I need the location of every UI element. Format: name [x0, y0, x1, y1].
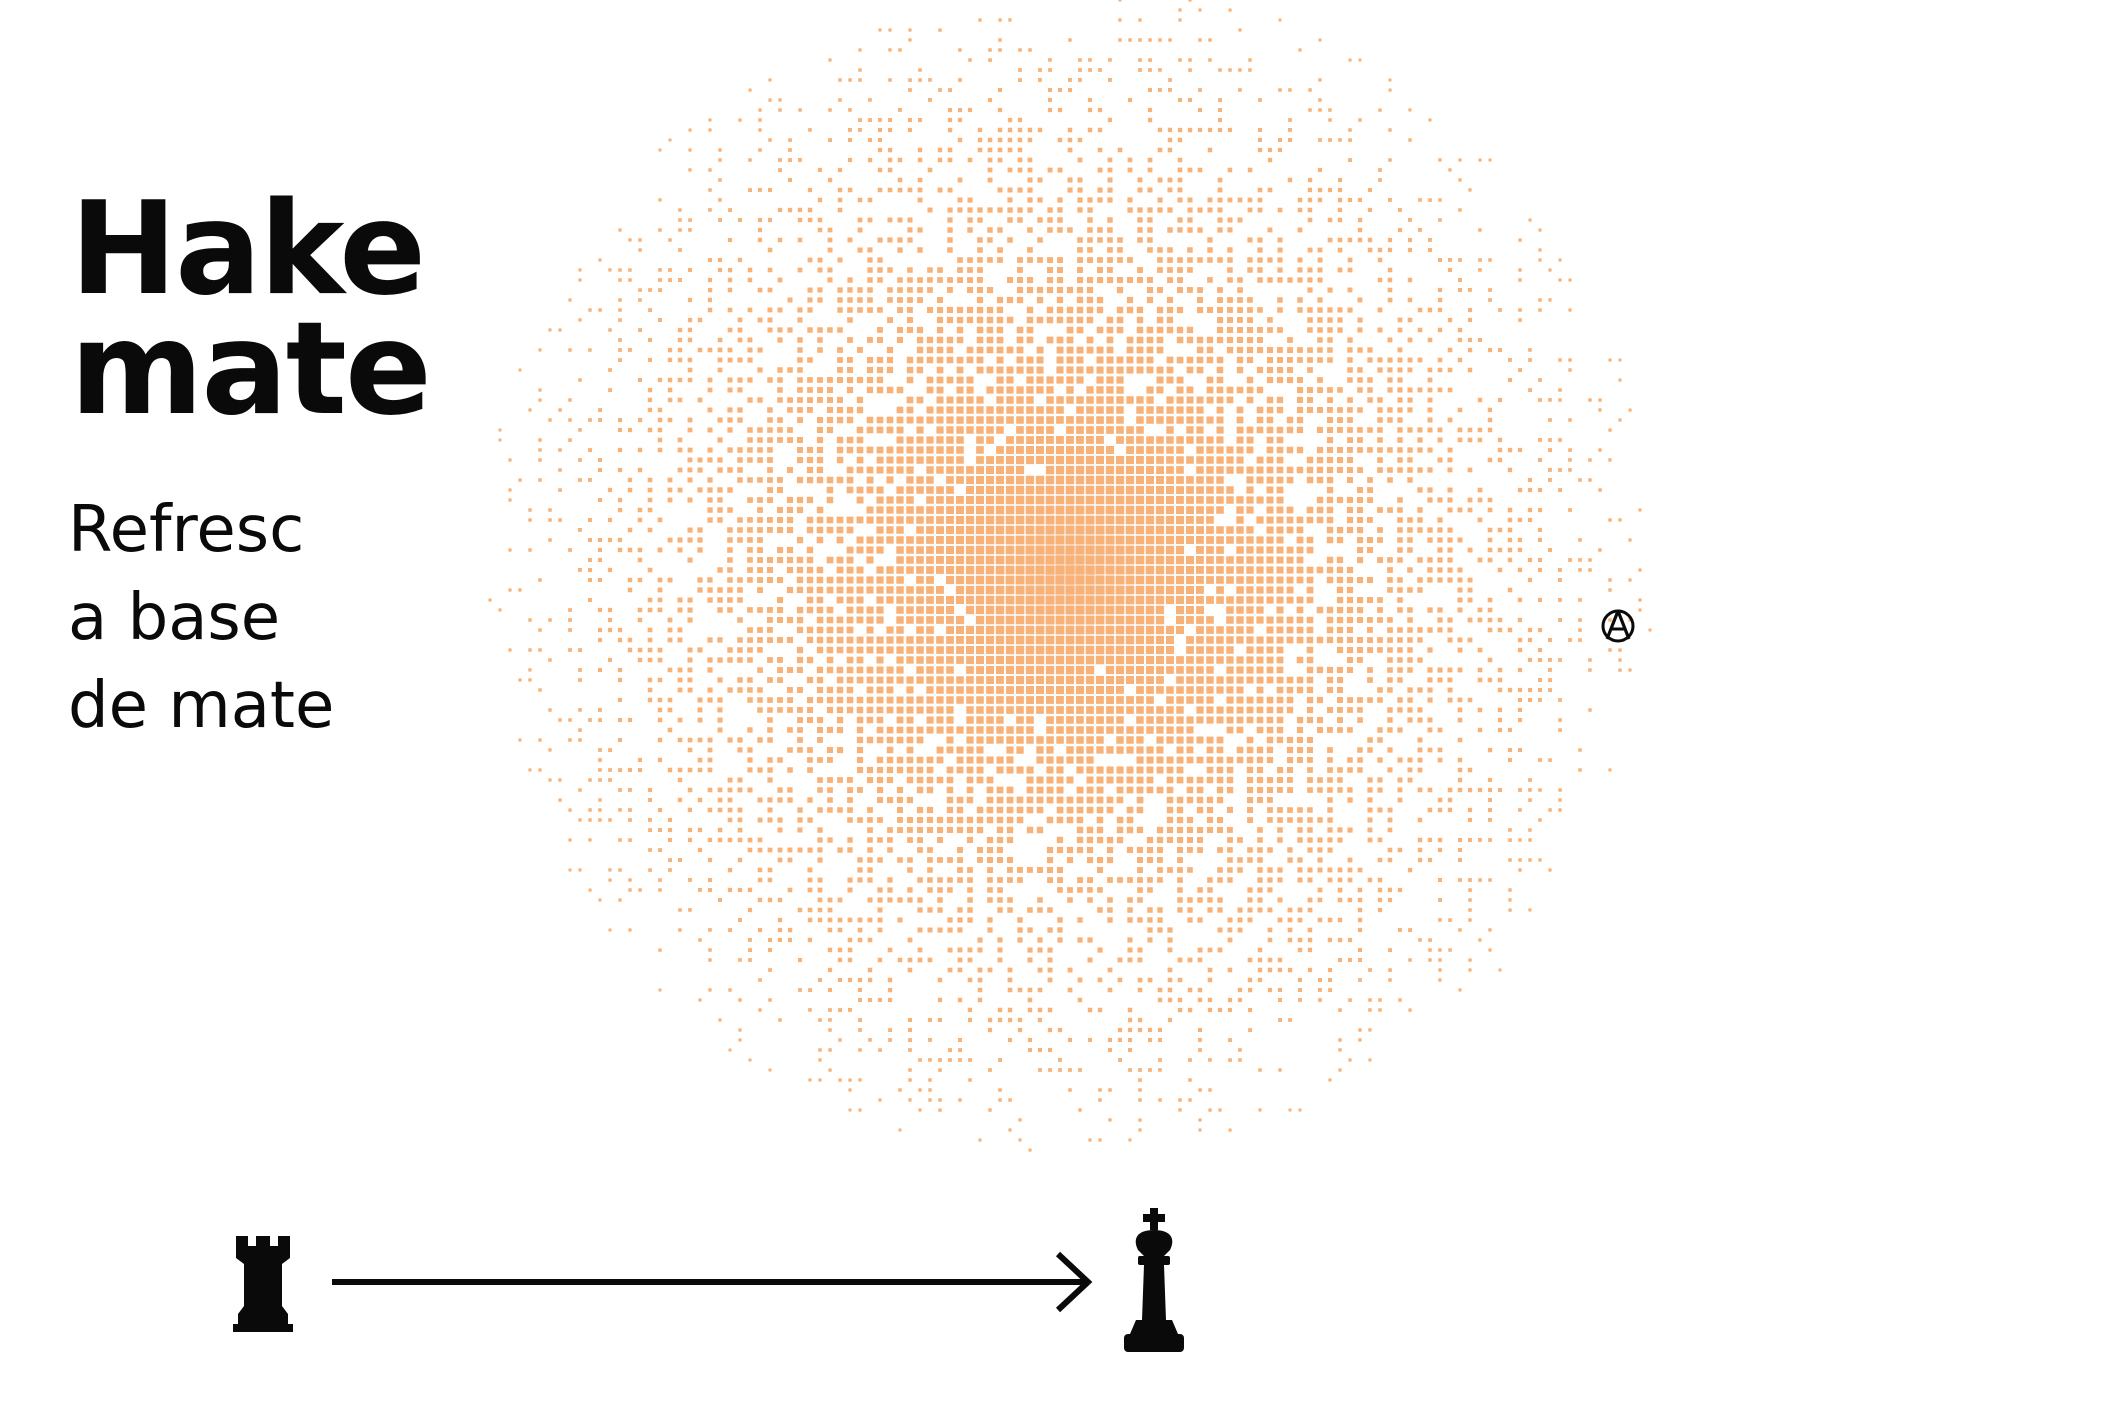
title-line-2: mate	[70, 295, 432, 444]
page-subtitle: Refresc a base de mate	[68, 486, 334, 750]
subtitle-line-1: Refresc	[68, 493, 305, 567]
halftone-dot-field	[488, 0, 1652, 1152]
subtitle-line-2: a base	[68, 581, 281, 655]
circle-a-icon	[1601, 609, 1635, 643]
chess-king-icon	[1124, 1208, 1184, 1352]
title-line-1: Hake	[70, 175, 426, 324]
arrow-right-icon	[332, 1251, 1093, 1313]
chess-rook-icon	[233, 1236, 293, 1332]
page-title: Hake mate	[70, 175, 432, 444]
subtitle-line-3: de mate	[68, 669, 335, 743]
